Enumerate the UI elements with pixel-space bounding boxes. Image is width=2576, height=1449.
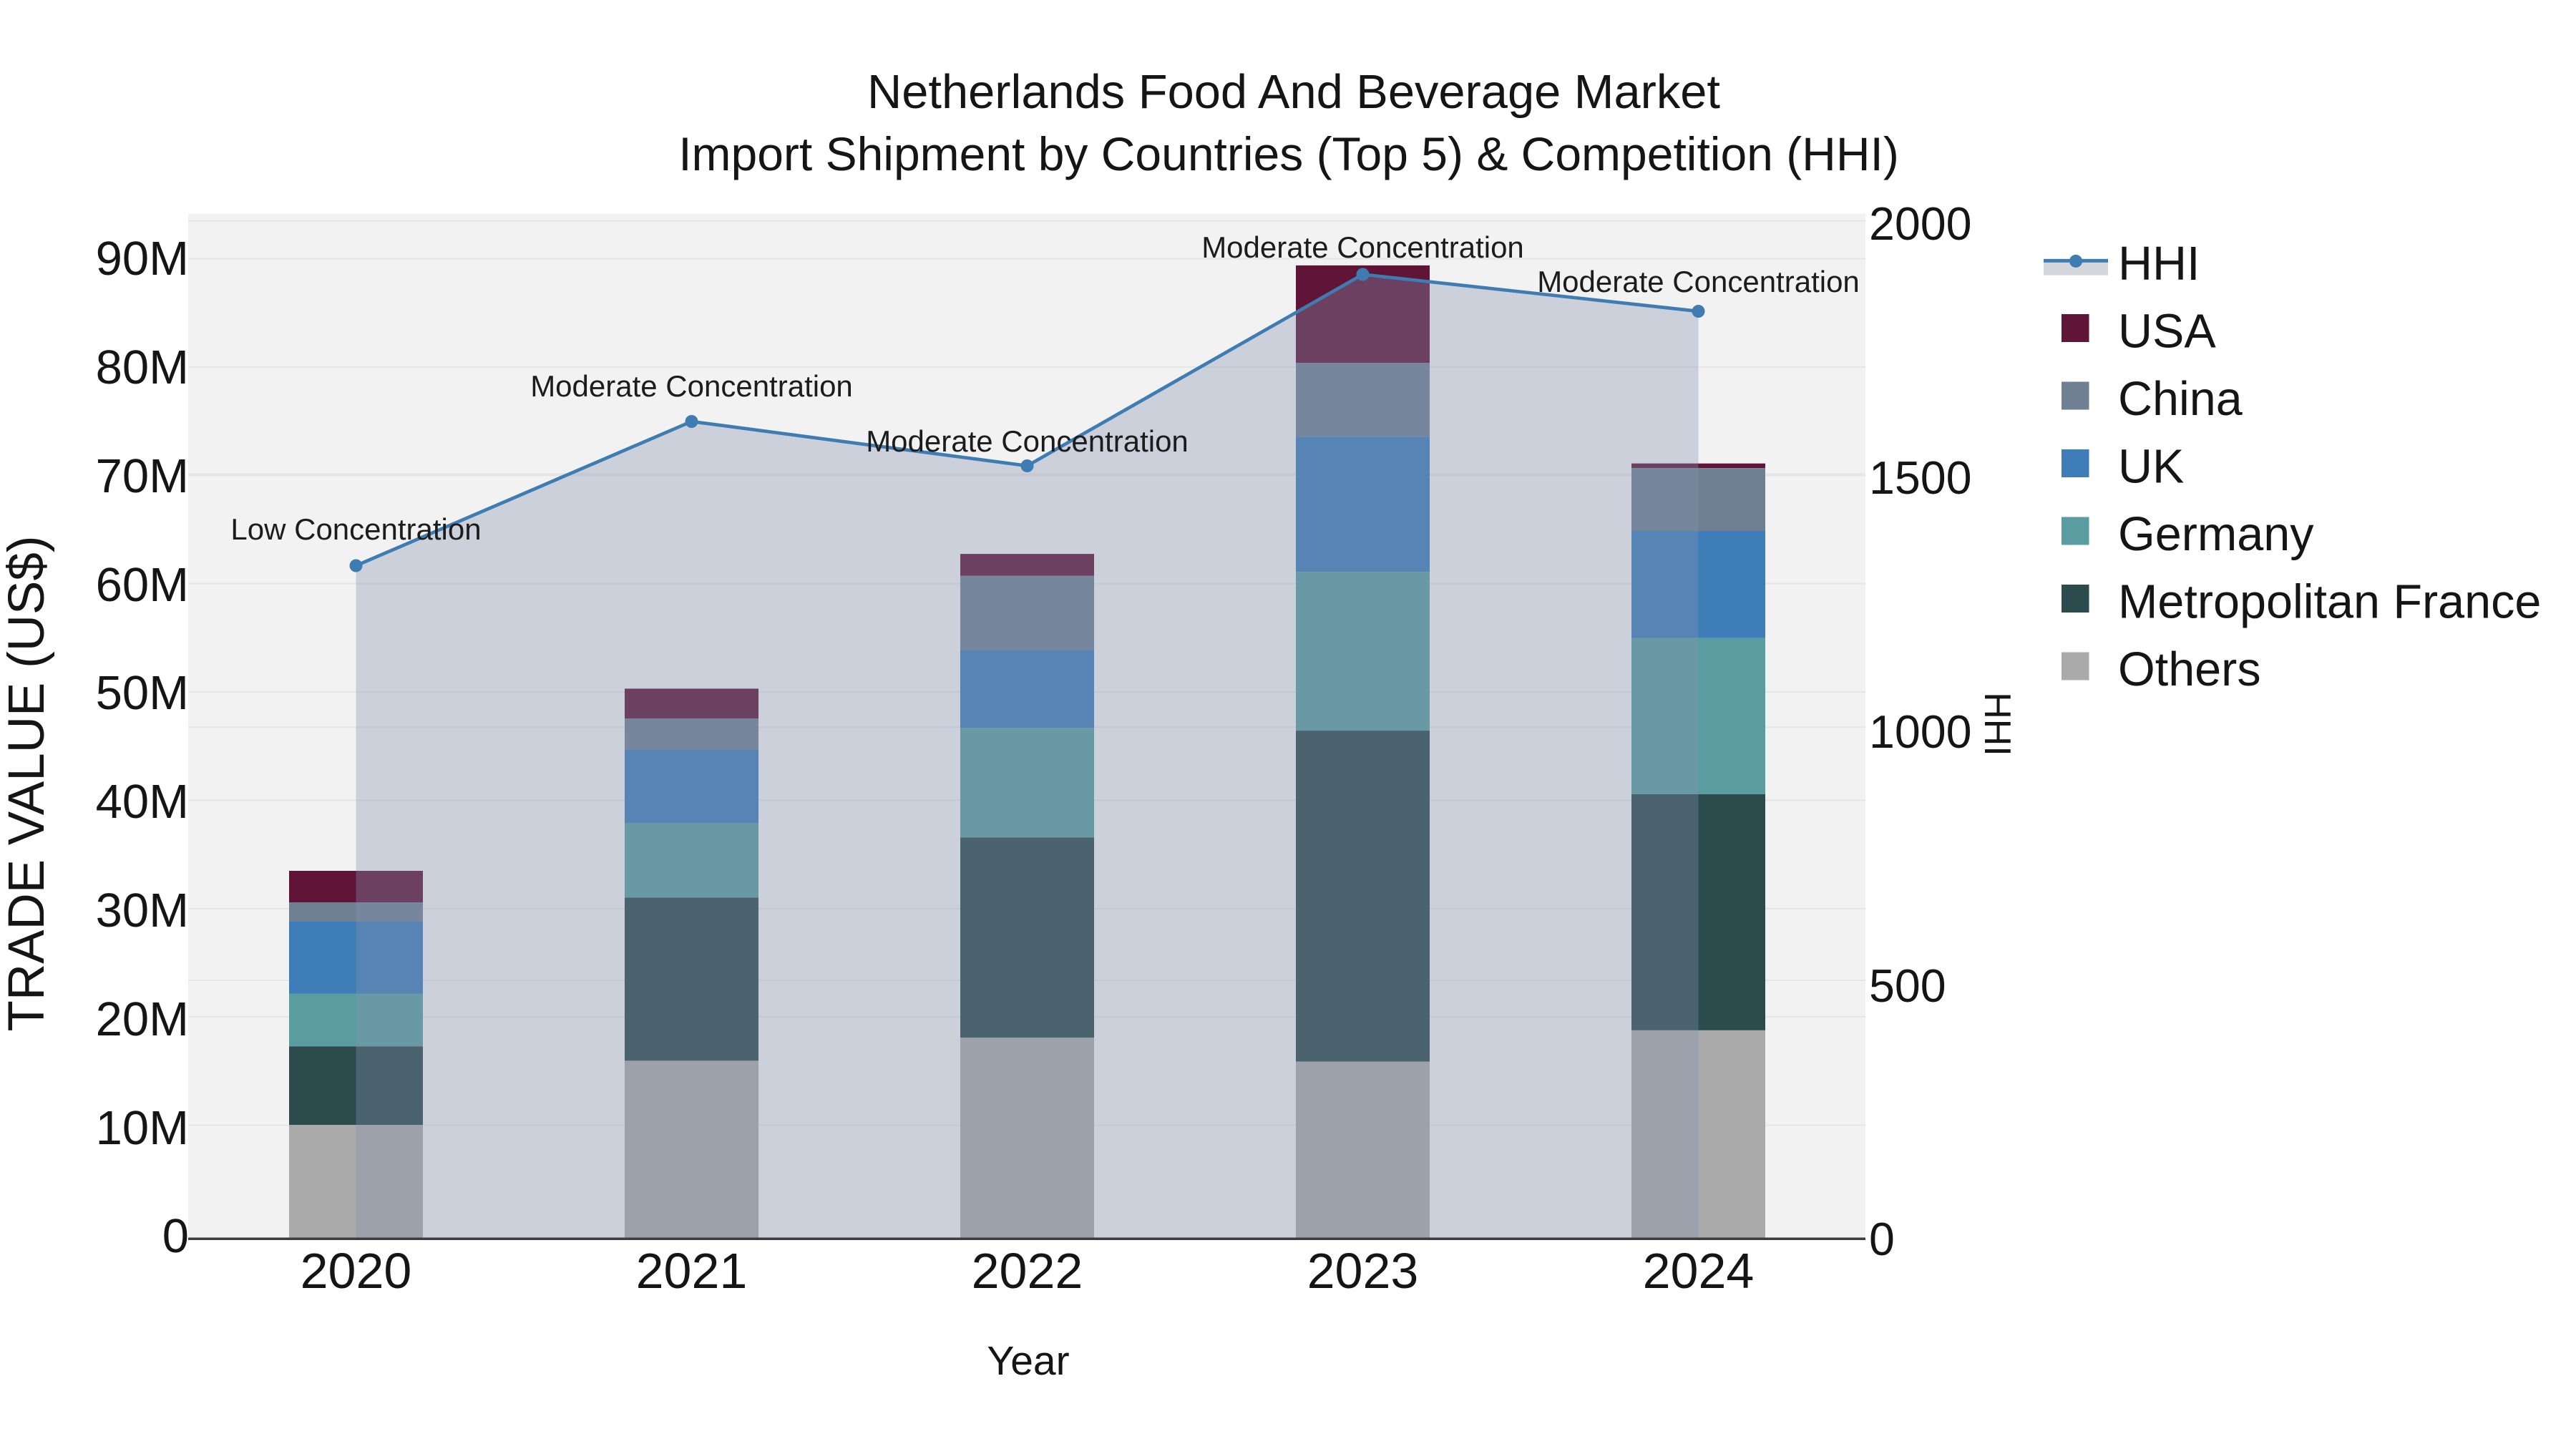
svg-text:USA: USA <box>2118 306 2216 358</box>
svg-text:HHI: HHI <box>1976 692 2018 756</box>
svg-text:70M: 70M <box>96 449 189 503</box>
svg-text:China: China <box>2118 373 2243 426</box>
svg-text:HHI: HHI <box>2118 238 2200 291</box>
svg-text:80M: 80M <box>96 341 189 394</box>
svg-text:30M: 30M <box>96 884 189 937</box>
svg-text:1500: 1500 <box>1869 452 1972 504</box>
svg-text:Germany: Germany <box>2118 508 2314 561</box>
svg-text:60M: 60M <box>96 558 189 612</box>
svg-text:Metropolitan France: Metropolitan France <box>2118 576 2541 629</box>
svg-text:1000: 1000 <box>1869 706 1972 758</box>
svg-text:Moderate Concentration: Moderate Concentration <box>530 369 853 403</box>
svg-text:500: 500 <box>1869 960 1946 1012</box>
svg-text:2022: 2022 <box>972 1243 1083 1299</box>
svg-text:90M: 90M <box>96 232 189 286</box>
svg-text:UK: UK <box>2118 441 2184 494</box>
svg-text:0: 0 <box>1869 1214 1895 1265</box>
svg-text:0: 0 <box>162 1209 189 1263</box>
svg-text:2000: 2000 <box>1869 198 1972 250</box>
svg-text:Import Shipment by Countries (: Import Shipment by Countries (Top 5) & C… <box>678 127 1899 180</box>
svg-text:Moderate Concentration: Moderate Concentration <box>1537 265 1860 298</box>
svg-text:40M: 40M <box>96 775 189 829</box>
svg-text:TRADE VALUE (US$): TRADE VALUE (US$) <box>0 535 55 1031</box>
svg-text:2021: 2021 <box>636 1243 748 1299</box>
svg-text:2020: 2020 <box>301 1243 412 1299</box>
svg-text:2024: 2024 <box>1643 1243 1755 1299</box>
svg-text:Moderate Concentration: Moderate Concentration <box>1201 230 1524 264</box>
svg-text:Moderate Concentration: Moderate Concentration <box>866 424 1189 458</box>
svg-text:Others: Others <box>2118 643 2261 696</box>
svg-text:Netherlands Food And Beverage: Netherlands Food And Beverage Market <box>867 66 1720 119</box>
svg-text:2023: 2023 <box>1307 1243 1419 1299</box>
svg-text:10M: 10M <box>96 1101 189 1155</box>
svg-text:Year: Year <box>987 1338 1069 1384</box>
svg-text:20M: 20M <box>96 992 189 1046</box>
svg-text:Low Concentration: Low Concentration <box>230 512 481 546</box>
svg-text:50M: 50M <box>96 666 189 720</box>
